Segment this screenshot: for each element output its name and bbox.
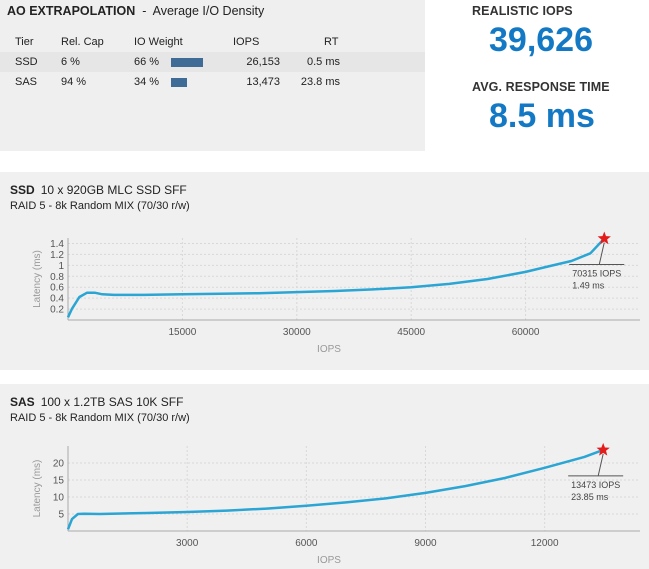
tier-table: Tier Rel. Cap IO Weight IOPS RT SSD 6 % … xyxy=(0,32,425,92)
col-header-iops: IOPS xyxy=(233,36,260,48)
y-tick-label: 20 xyxy=(53,459,65,470)
y-tick-label: 0.8 xyxy=(50,272,64,283)
io-weight-cell: 34 % xyxy=(134,76,160,88)
x-tick-label: 3000 xyxy=(176,538,199,549)
chart-title: SAS 100 x 1.2TB SAS 10K SFF xyxy=(10,395,184,409)
x-tick-label: 45000 xyxy=(397,327,425,338)
latency-series-line xyxy=(66,237,606,318)
iops-cell: 26,153 xyxy=(246,56,280,68)
max-point-star-icon xyxy=(597,231,611,245)
annotation-leader xyxy=(598,242,605,265)
realistic-iops-value: 39,626 xyxy=(489,21,593,59)
x-tick-label: 15000 xyxy=(168,327,196,338)
max-point-star-icon xyxy=(596,442,610,456)
plot-area xyxy=(68,238,640,320)
table-row: SSD 6 % 66 % 26,153 0.5 ms xyxy=(0,52,425,72)
chart-title: SSD 10 x 920GB MLC SSD SFF xyxy=(10,183,187,197)
sas-latency-chart: 3000 6000 9000 12000 5 10 15 20 IOPS Latency (ms)… xyxy=(32,442,640,566)
y-axis-title: Latency (ms) xyxy=(32,250,43,308)
rel-cap-cell: 6 % xyxy=(61,56,80,68)
y-tick-label: 1 xyxy=(58,261,64,272)
realistic-iops-label: REALISTIC IOPS xyxy=(472,4,573,18)
iops-cell: 13,473 xyxy=(246,76,280,88)
chart-subtitle: RAID 5 - 8k Random MIX (70/30 r/w) xyxy=(10,412,190,424)
table-header-row: Tier Rel. Cap IO Weight IOPS RT xyxy=(0,32,425,52)
rt-cell: 23.8 ms xyxy=(300,76,340,88)
x-tick-label: 12000 xyxy=(531,538,559,549)
x-tick-label: 9000 xyxy=(414,538,437,549)
tier-cell: SSD xyxy=(15,56,38,68)
y-axis-title: Latency (ms) xyxy=(32,460,43,518)
y-tick-label: 5 xyxy=(58,510,64,521)
ssd-latency-chart: 15000 30000 45000 60000 0.20.40.60.811.21.4 I… xyxy=(32,231,640,355)
y-tick-label: 10 xyxy=(53,493,65,504)
annotation-leader xyxy=(597,453,604,477)
x-tick-label: 6000 xyxy=(295,538,318,549)
y-tick-label: 0.4 xyxy=(50,294,64,305)
annotation-latency: 23.85 ms xyxy=(571,492,609,502)
chart-subtitle: RAID 5 - 8k Random MIX (70/30 r/w) xyxy=(10,200,190,212)
annotation-latency: 1.49 ms xyxy=(572,281,605,291)
x-axis-title: IOPS xyxy=(317,344,341,355)
io-weight-bar xyxy=(171,78,188,87)
col-header-rel-cap: Rel. Cap xyxy=(61,36,104,48)
rel-cap-cell: 94 % xyxy=(61,76,87,88)
col-header-rt: RT xyxy=(324,36,339,48)
x-tick-label: 60000 xyxy=(512,327,540,338)
y-tick-label: 0.2 xyxy=(50,305,64,316)
ssd-chart-panel: SSD 10 x 920GB MLC SSD SFF RAID 5 - 8k Ra… xyxy=(0,172,649,370)
table-row: SAS 94 % 34 % 13,473 23.8 ms xyxy=(0,72,425,92)
io-weight-cell: 66 % xyxy=(134,56,160,68)
y-tick-label: 0.6 xyxy=(50,283,64,294)
latency-series-line xyxy=(66,448,604,530)
plot-area xyxy=(68,446,640,531)
io-weight-bar xyxy=(171,58,203,67)
y-tick-label: 1.2 xyxy=(50,250,64,261)
sas-chart-panel: SAS 100 x 1.2TB SAS 10K SFF RAID 5 - 8k R… xyxy=(0,384,649,569)
extrapolation-panel: AO EXTRAPOLATION - Average I/O Density T… xyxy=(0,0,425,151)
avg-response-time-label: AVG. RESPONSE TIME xyxy=(472,80,610,94)
rt-cell: 0.5 ms xyxy=(306,56,340,68)
y-tick-label: 1.4 xyxy=(50,239,64,250)
annotation-iops: 70315 IOPS xyxy=(572,269,621,279)
avg-response-time-value: 8.5 ms xyxy=(489,97,595,135)
panel-title: AO EXTRAPOLATION - Average I/O Density xyxy=(7,4,265,18)
x-axis-title: IOPS xyxy=(317,555,341,566)
col-header-io-weight: IO Weight xyxy=(134,36,183,48)
kpi-panel: REALISTIC IOPS 39,626 AVG. RESPONSE TIME… xyxy=(427,0,649,151)
tier-cell: SAS xyxy=(15,76,38,88)
x-tick-label: 30000 xyxy=(283,327,311,338)
annotation-iops: 13473 IOPS xyxy=(571,480,620,490)
y-tick-label: 15 xyxy=(53,476,65,487)
col-header-tier: Tier xyxy=(15,36,34,48)
